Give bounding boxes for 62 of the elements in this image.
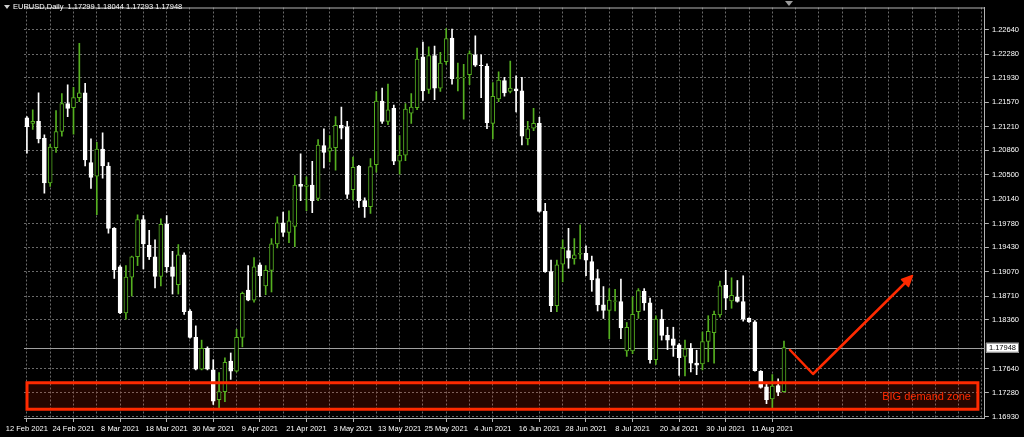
- candlestick: [374, 91, 379, 173]
- candlestick: [729, 277, 734, 309]
- candlestick: [496, 71, 501, 102]
- candlestick: [735, 280, 740, 303]
- candlestick: [577, 224, 583, 260]
- candlestick: [537, 116, 542, 213]
- candlestick: [432, 45, 437, 100]
- candlestick: [362, 197, 368, 218]
- candlestick: [368, 158, 373, 214]
- candlestick: [671, 326, 676, 357]
- candlestick: [606, 288, 612, 340]
- candlestick: [333, 116, 338, 171]
- candlestick: [42, 134, 47, 194]
- candlestick: [467, 50, 472, 86]
- candlestick: [304, 176, 309, 212]
- candlestick: [36, 92, 41, 144]
- candlestick: [438, 51, 443, 92]
- candlestick: [531, 108, 536, 132]
- candlestick: [135, 214, 140, 266]
- candlestick: [705, 315, 711, 363]
- candlestick: [461, 64, 467, 120]
- candlestick: [205, 346, 210, 371]
- candlestick: [100, 132, 105, 179]
- candlestick: [478, 54, 484, 98]
- candlestick: [199, 339, 204, 371]
- candlestick: [566, 228, 571, 269]
- candlestick: [397, 135, 402, 175]
- candlestick: [176, 244, 181, 295]
- candlestick: [327, 135, 333, 163]
- candlestick: [76, 43, 82, 102]
- candlestick: [403, 103, 408, 161]
- candlestick: [560, 239, 566, 283]
- candlestick: [630, 296, 635, 354]
- candlestick: [595, 269, 600, 312]
- candlestick: [275, 216, 280, 249]
- candlestick: [770, 374, 775, 409]
- candlestick: [502, 76, 507, 97]
- candlestick: [106, 162, 111, 234]
- candlestick: [764, 383, 769, 405]
- candlestick: [71, 87, 76, 135]
- candlestick: [572, 238, 577, 265]
- candlestick: [601, 286, 606, 319]
- candlestick: [263, 265, 269, 296]
- candlestick: [455, 62, 461, 92]
- candlestick: [164, 215, 170, 273]
- candlestick: [700, 331, 705, 371]
- candlestick: [408, 93, 414, 124]
- candlestick: [473, 35, 478, 67]
- candlestick: [665, 326, 670, 350]
- candlestick: [234, 328, 239, 373]
- candlestick: [170, 251, 175, 295]
- candlestick: [269, 238, 274, 293]
- band-label: BIG demand zone: [882, 390, 971, 403]
- candlestick: [513, 75, 519, 113]
- candlestick: [636, 288, 641, 319]
- candlestick: [30, 109, 36, 130]
- candlestick: [507, 60, 513, 94]
- candlestick: [659, 309, 665, 341]
- candlestick: [298, 153, 303, 201]
- candlestick: [240, 291, 245, 348]
- candlestick: [65, 84, 71, 117]
- candlestick: [141, 215, 146, 270]
